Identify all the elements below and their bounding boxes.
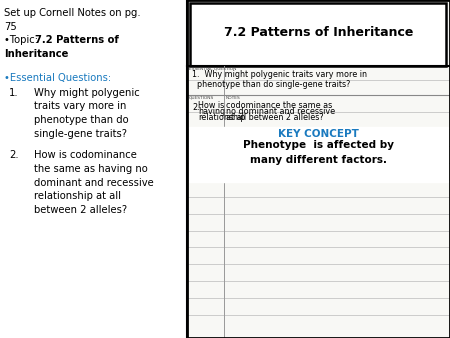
Bar xyxy=(189,127,448,182)
Text: Why might polygenic
traits vary more in
phenotype than do
single-gene traits?: Why might polygenic traits vary more in … xyxy=(34,88,140,139)
Bar xyxy=(187,0,450,338)
Text: •Essential Questions:: •Essential Questions: xyxy=(4,73,112,83)
Text: NOTES: NOTES xyxy=(226,96,241,100)
Text: at all between 2 alleles?: at all between 2 alleles? xyxy=(226,113,324,122)
Text: having: having xyxy=(198,107,225,116)
Text: 7.2 Patterns of Inheritance: 7.2 Patterns of Inheritance xyxy=(224,26,413,40)
Text: 2.: 2. xyxy=(192,103,200,112)
Text: 1.  Why might polygenic traits vary more in: 1. Why might polygenic traits vary more … xyxy=(192,70,367,79)
Text: ESSENTIAL QUESTION: ESSENTIAL QUESTION xyxy=(189,67,236,71)
Text: KEY CONCEPT: KEY CONCEPT xyxy=(278,129,359,139)
FancyBboxPatch shape xyxy=(190,3,446,66)
Text: Set up Cornell Notes on pg.: Set up Cornell Notes on pg. xyxy=(4,8,141,19)
Text: 1.: 1. xyxy=(9,88,18,98)
Text: relationship: relationship xyxy=(198,113,245,122)
Text: How is codominance
the same as having no
dominant and recessive
relationship at : How is codominance the same as having no… xyxy=(34,150,153,215)
Text: 7.2 Patterns of: 7.2 Patterns of xyxy=(35,35,119,46)
Text: Inheritance: Inheritance xyxy=(4,49,69,59)
Text: Phenotype  is affected by
many different factors.: Phenotype is affected by many different … xyxy=(243,140,394,165)
Text: phenotype than do single-gene traits?: phenotype than do single-gene traits? xyxy=(197,80,350,89)
Text: How is: How is xyxy=(198,101,224,110)
Text: •Topic:: •Topic: xyxy=(4,35,41,46)
Bar xyxy=(187,0,450,338)
Text: codominance the same as: codominance the same as xyxy=(226,101,332,110)
Text: QUESTIONS: QUESTIONS xyxy=(189,96,214,100)
Text: 75: 75 xyxy=(4,22,17,32)
Bar xyxy=(190,3,446,66)
Text: no dominant and recessive: no dominant and recessive xyxy=(226,107,335,116)
Text: 2.: 2. xyxy=(9,150,18,161)
